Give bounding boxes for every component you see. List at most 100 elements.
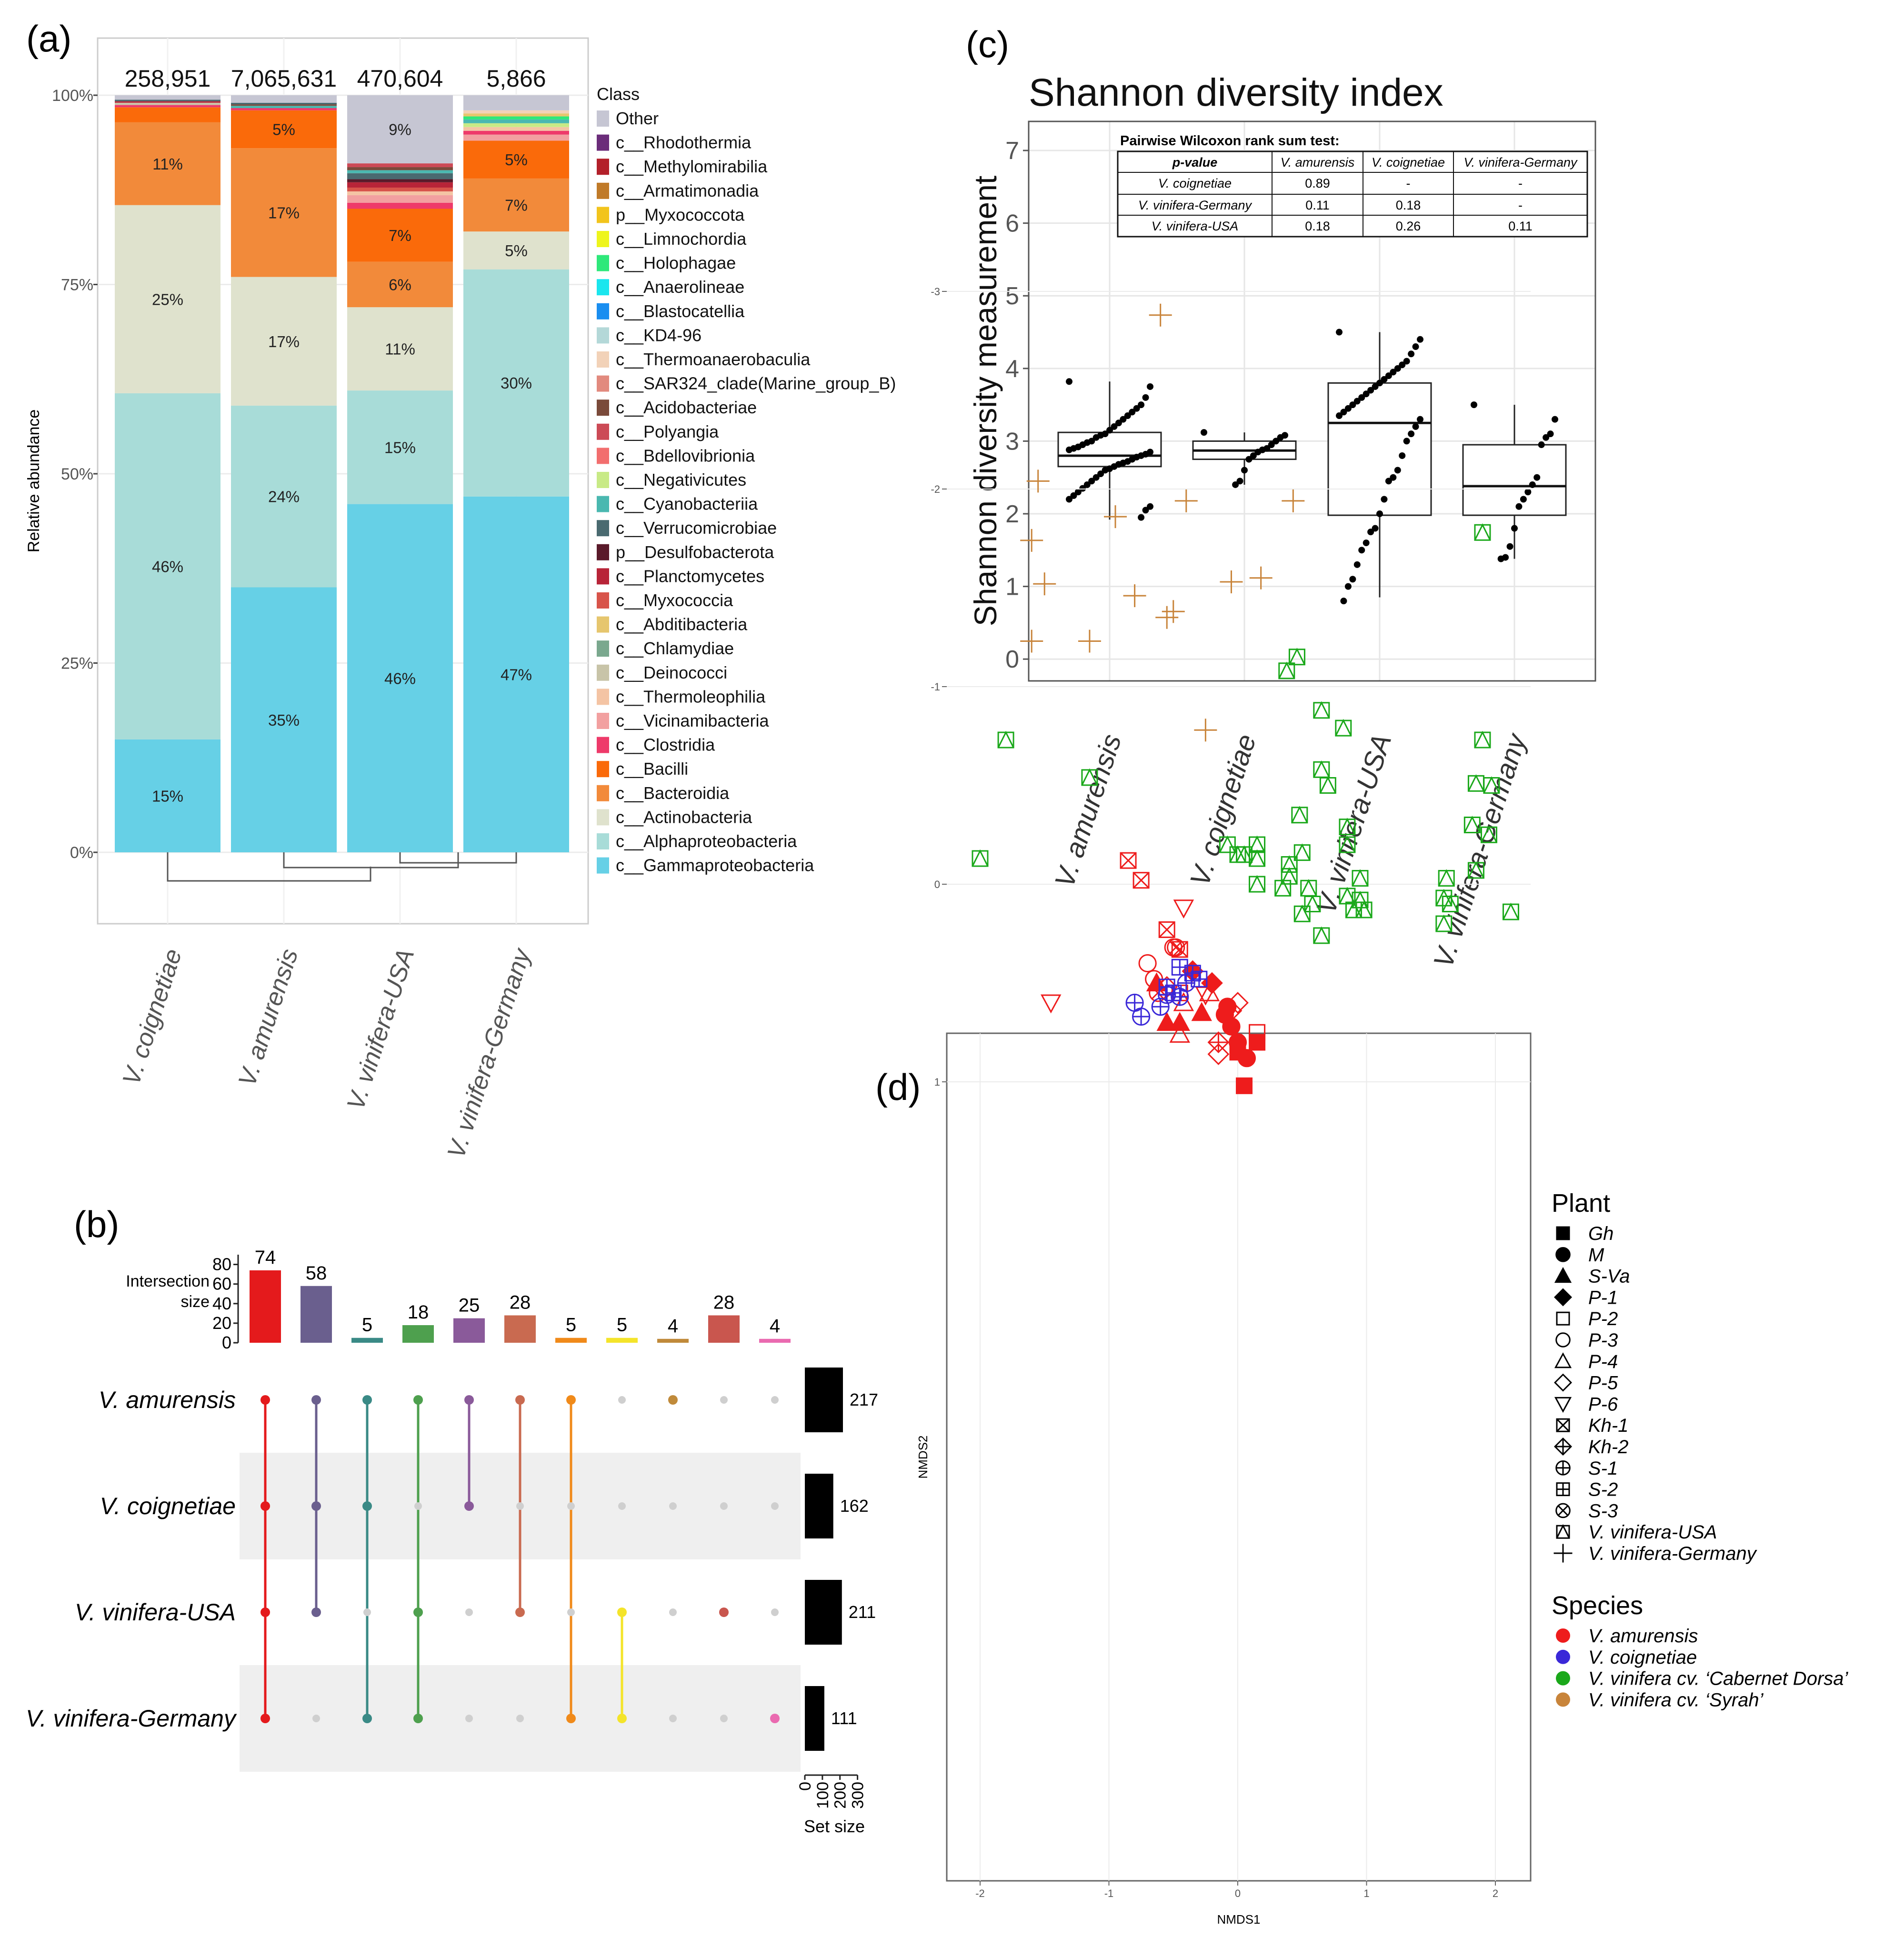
panel-c: (c) Shannon diversity index 0 1 2 3 4 5 6 7Shann… [966,23,1596,971]
scatter-point [1480,825,1497,843]
intersection-bar [759,1338,791,1343]
legend-title-species: Species [1552,1591,1643,1620]
marker-circle [1138,954,1157,973]
bar-segment [463,178,569,232]
x-tick-label: V. vinifera-Germany [1428,729,1533,971]
set-label: V. coignetiae [100,1493,236,1519]
marker-triangle [1199,982,1220,1001]
legend-marker [1555,1503,1571,1518]
segment-label: 47% [501,666,532,683]
scatter-point [1300,879,1317,897]
scatter-point [1158,978,1175,996]
segment-label: 15% [152,787,183,805]
scatter-point [1020,529,1043,552]
matrix-dot-active [362,1395,372,1405]
table-title: Pairwise Wilcoxon rank sum test: [1120,133,1340,149]
matrix-dot-inactive [720,1715,728,1722]
y-axis-title: size [181,1293,210,1311]
scatter-point [1249,835,1266,853]
marker-square [1288,649,1305,666]
y-tick-label: -1 [931,681,940,693]
panel-a-legend: Class Other c__Rhodothermia c__Methylomirab… [597,84,896,875]
legend-label: c__Deinococci [616,663,727,682]
y-tick-label: 75% [61,276,93,294]
intersection-value-label: 5 [617,1315,627,1336]
legend-color-dot [1556,1692,1570,1707]
bar-segment [231,104,337,106]
set-size-tick-label: 300 [849,1782,867,1809]
marker-square [1556,1226,1570,1240]
marker-square [1249,1034,1266,1051]
scatter-point [1081,768,1098,786]
marker-square [1355,901,1373,919]
segment-label: 30% [501,374,532,392]
x-tick-label: V. vinifera-USA [342,946,420,1113]
scatter-point [1282,489,1305,512]
scatter-point [1483,776,1500,794]
matrix-dot-active [617,1608,627,1617]
scatter-point [1293,904,1311,922]
scatter-point [1291,806,1308,824]
marker-square [1313,702,1330,719]
marker-line [1339,835,1356,853]
data-point [1408,430,1415,438]
marker-square [1293,905,1311,922]
scatter-point [1288,648,1305,666]
data-point [1074,489,1082,496]
bar-segment [115,101,220,103]
scatter-point [1191,1002,1212,1021]
x-axis-title: NMDS1 [1217,1912,1260,1927]
matrix-dot-active [362,1714,372,1723]
data-point [1066,496,1072,503]
scatter-point [1249,849,1266,867]
bar-segment [231,587,337,852]
data-point [1353,398,1361,405]
scatter-point [1171,941,1188,958]
legend-swatch [597,785,609,801]
bar-segment [463,116,569,120]
scatter-point [1220,999,1243,1022]
segment-label: 35% [268,711,300,729]
legend-label: Other [616,109,659,128]
legend-label: c__Myxococcia [616,590,733,610]
legend-swatch [597,110,609,127]
bar-segment [463,113,569,117]
bar-segment [115,107,220,122]
y-tick-label: 25% [61,655,93,673]
set-size-tick-label: 0 [796,1782,814,1791]
set-label: V. vinifera-Germany [26,1705,237,1732]
marker-line [1438,869,1455,887]
legend-swatch [597,231,609,247]
data-point [1102,467,1109,474]
legend-marker [1555,1332,1571,1348]
chart-title: Shannon diversity index [1029,71,1443,114]
x-tick-label: V. vinifera-Germany [442,944,537,1162]
data-point [1092,474,1100,481]
legend-marker [1556,1311,1570,1326]
panel-label-c: (c) [966,23,1009,65]
data-point [1367,529,1374,536]
matrix-dot-active [566,1395,576,1405]
marker-line [1249,849,1265,867]
bar-segment [231,277,337,406]
y-tick-label: 80 [212,1255,231,1274]
marker-line [1468,861,1484,879]
legend-swatch [597,134,609,151]
marker-line [1291,806,1308,823]
legend-label: c__Actinobacteria [616,807,752,827]
data-point [1390,369,1397,376]
data-point [1142,394,1149,401]
marker-square [1556,1311,1570,1326]
bar-segment [347,170,453,173]
scatter-point [1313,926,1330,944]
marker-line [1435,914,1453,932]
data-point [1129,409,1136,416]
y-tick-label: 0 [934,879,940,890]
marker-square [1236,1077,1253,1094]
legend-label: S-1 [1588,1458,1618,1479]
data-point [1336,329,1343,336]
scatter-point [1078,629,1101,653]
table-cell: 0.26 [1396,219,1421,233]
